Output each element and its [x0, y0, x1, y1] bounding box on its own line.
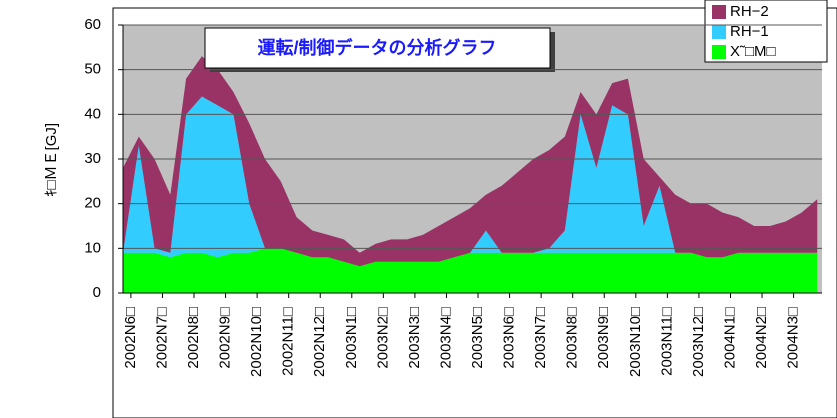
x-tick-label: 2003N3□ — [406, 307, 423, 369]
y-tick-label: 0 — [93, 284, 101, 301]
x-tick-label: 2002N10□ — [248, 307, 265, 377]
x-tick-label: 2002N6□ — [122, 307, 139, 369]
x-tick-label: 2003N5□ — [469, 307, 486, 369]
legend: RH−2 RH−1 X˜□M□ — [712, 3, 776, 60]
x-tick-label: 2003N7□ — [532, 307, 549, 369]
x-tick-label: 2004N3□ — [785, 307, 802, 369]
y-tick-label: 50 — [84, 61, 101, 78]
x-tick-label: 2002N12□ — [311, 307, 328, 377]
title-box — [204, 27, 551, 69]
legend-swatch — [712, 5, 726, 19]
y-tick-label: 60 — [84, 16, 101, 33]
legend-label: RH−2 — [730, 3, 769, 20]
x-tick-label: 2002N8□ — [185, 307, 202, 369]
y-axis-title: ｷ□ＭＥ[GJ] — [43, 123, 60, 197]
y-tick-label: 20 — [84, 195, 101, 212]
x-tick-label: 2003N2□ — [374, 307, 391, 369]
x-tick-label: 2003N12□ — [690, 307, 707, 377]
area — [123, 56, 818, 267]
x-tick-label: 2003N6□ — [501, 307, 518, 369]
x-tick-label: 2002N7□ — [153, 307, 170, 369]
y-tick-label: 30 — [84, 150, 101, 167]
marks — [123, 56, 818, 293]
legend-label: RH−1 — [730, 23, 769, 40]
x-tick-label: 2004N1□ — [721, 307, 738, 369]
x-tick-label: 2002N9□ — [217, 307, 234, 369]
x-tick-label: 2002N11□ — [280, 307, 297, 376]
legend-swatch — [712, 45, 726, 59]
x-tick-label: 2003N4□ — [437, 307, 454, 369]
area — [123, 96, 818, 267]
chart-title: 運転/制御データの分析グラフ — [258, 37, 497, 58]
legend-label: X˜□M□ — [730, 43, 776, 60]
x-tick-label: 2003N11□ — [658, 307, 675, 376]
x-tick-label: 2003N1□ — [343, 307, 360, 369]
x-tick-label: 2003N10□ — [627, 307, 644, 377]
y-tick-label: 40 — [84, 105, 101, 122]
y-tick-label: 10 — [84, 239, 101, 256]
legend-swatch — [712, 25, 726, 39]
x-tick-label: 2003N9□ — [595, 307, 612, 369]
area — [123, 248, 818, 293]
x-tick-label: 2003N8□ — [564, 307, 581, 369]
x-tick-label: 2004N2□ — [753, 307, 770, 369]
